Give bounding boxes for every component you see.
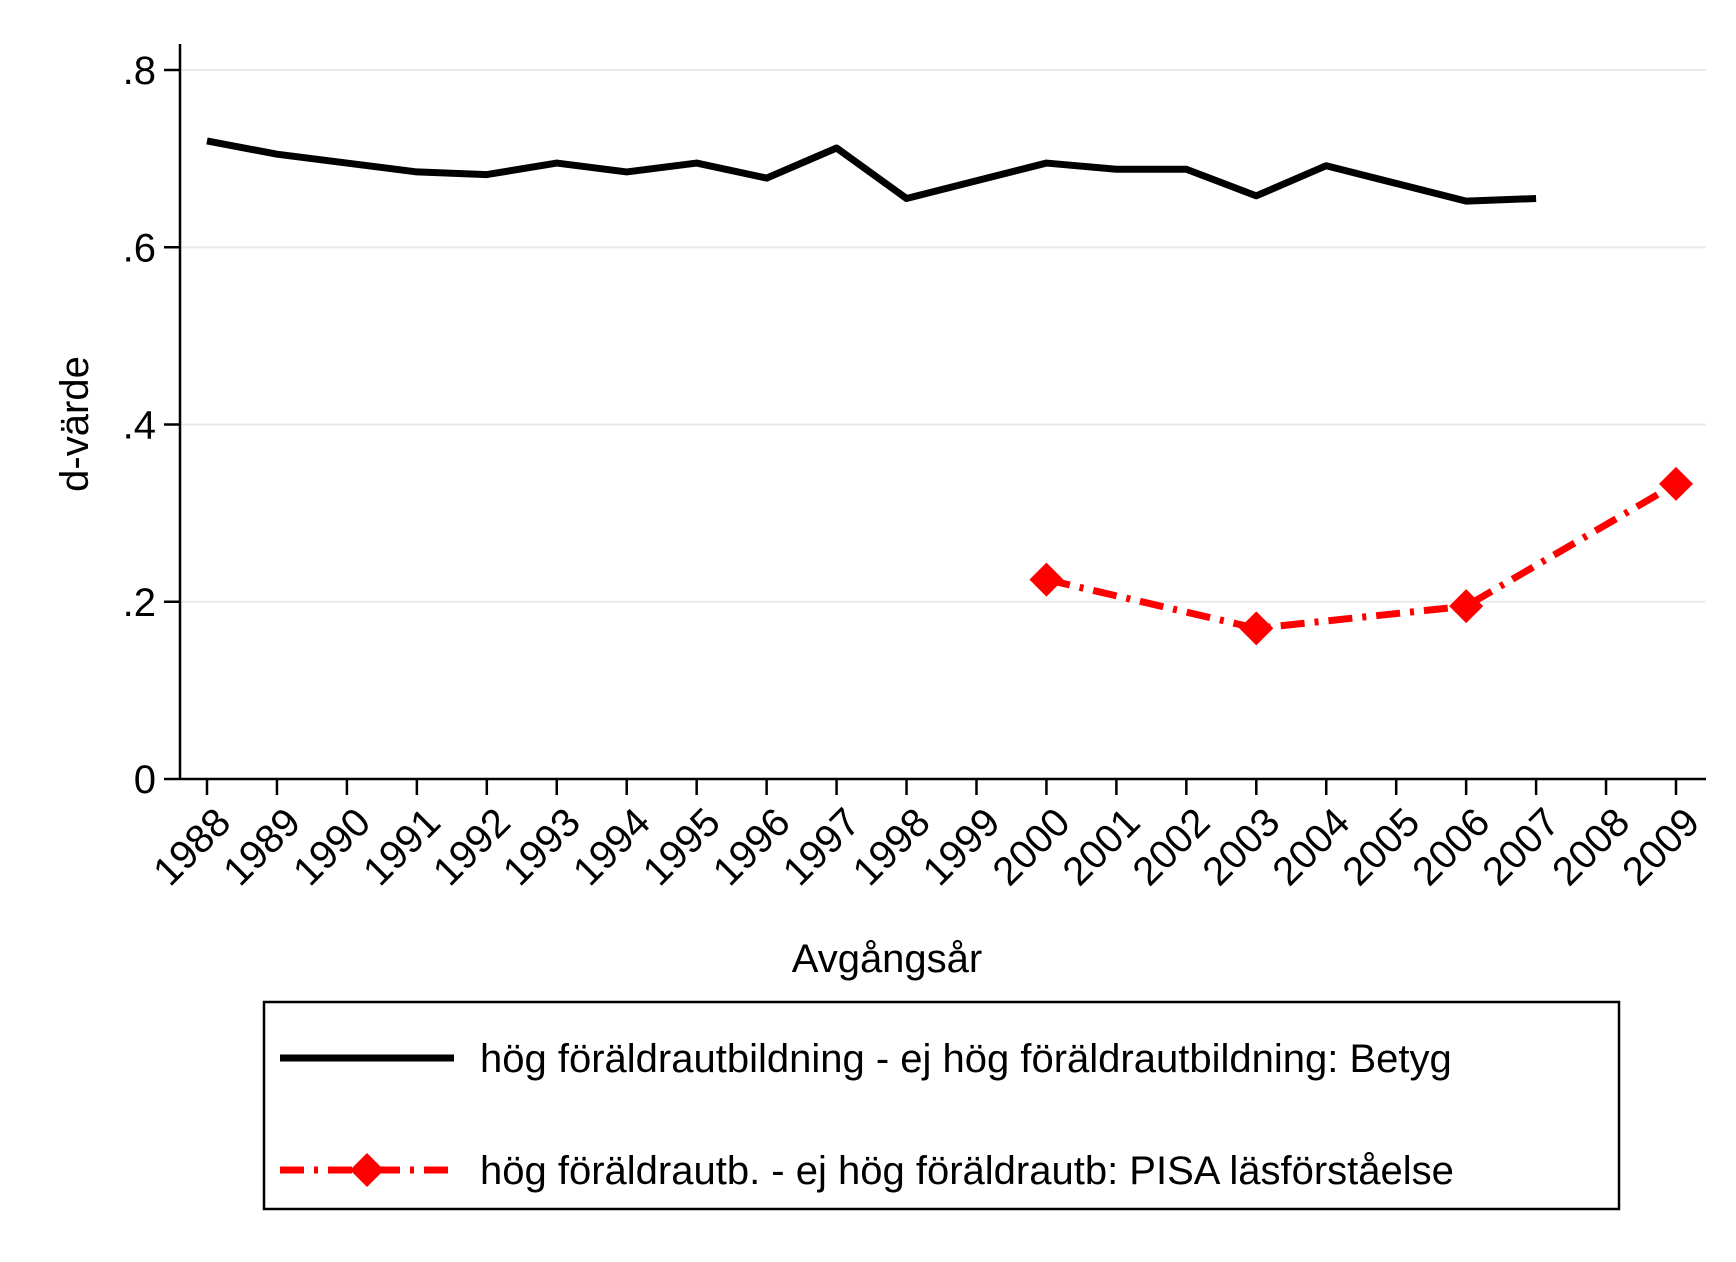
data-point bbox=[1029, 562, 1064, 597]
y-tick-label: .2 bbox=[123, 581, 156, 625]
x-tick-label: 1997 bbox=[775, 800, 869, 894]
x-tick-label: 1995 bbox=[635, 800, 729, 894]
data-point bbox=[1239, 611, 1274, 646]
legend-marker bbox=[350, 1153, 384, 1187]
x-tick-label: 1991 bbox=[355, 800, 449, 894]
x-tick-label: 2001 bbox=[1055, 800, 1149, 894]
legend: hög föräldrautbildning - ej hög föräldra… bbox=[262, 1000, 1621, 1211]
x-tick-label: 2000 bbox=[985, 800, 1079, 894]
x-tick-label: 1990 bbox=[285, 800, 379, 894]
series-2 bbox=[1029, 466, 1693, 646]
series-line bbox=[1045, 480, 1678, 632]
x-tick-label: 1992 bbox=[425, 800, 519, 894]
x-tick-label: 1999 bbox=[915, 800, 1009, 894]
x-tick-label: 2002 bbox=[1124, 800, 1218, 894]
x-tick-label: 2007 bbox=[1474, 800, 1568, 894]
y-tick-label: .4 bbox=[123, 404, 156, 448]
legend-box bbox=[262, 1000, 1621, 1211]
legend-item: hög föräldrautb. - ej hög föräldrautb: P… bbox=[280, 1149, 1454, 1193]
series-1 bbox=[206, 137, 1537, 205]
axes: 0.2.4.6.81988198919901991199219931994199… bbox=[123, 44, 1708, 894]
x-tick-label: 2005 bbox=[1334, 800, 1428, 894]
x-tick-label: 1998 bbox=[845, 800, 939, 894]
x-tick-label: 1994 bbox=[565, 800, 659, 894]
series-line bbox=[206, 137, 1537, 205]
legend-label: hög föräldrautb. - ej hög föräldrautb: P… bbox=[480, 1149, 1454, 1193]
x-tick-label: 2003 bbox=[1194, 800, 1288, 894]
x-axis-title: Avgångsår bbox=[792, 937, 983, 981]
legend-item: hög föräldrautbildning - ej hög föräldra… bbox=[280, 1037, 1452, 1081]
y-tick-label: .8 bbox=[123, 49, 156, 93]
x-tick-label: 1996 bbox=[705, 800, 799, 894]
y-tick-label: 0 bbox=[134, 758, 156, 802]
x-tick-label: 2008 bbox=[1544, 800, 1638, 894]
x-tick-label: 2009 bbox=[1614, 800, 1708, 894]
y-axis-title: d-värde bbox=[53, 356, 97, 492]
series bbox=[206, 137, 1693, 646]
y-tick-label: .6 bbox=[123, 226, 156, 270]
gridlines bbox=[180, 69, 1706, 603]
x-tick-label: 1989 bbox=[215, 800, 309, 894]
data-point bbox=[1449, 589, 1484, 624]
x-tick-label: 2006 bbox=[1404, 800, 1498, 894]
x-tick-label: 1993 bbox=[495, 800, 589, 894]
data-point bbox=[1659, 466, 1693, 501]
legend-label: hög föräldrautbildning - ej hög föräldra… bbox=[480, 1037, 1452, 1081]
x-tick-label: 1988 bbox=[145, 800, 239, 894]
x-tick-label: 2004 bbox=[1264, 800, 1358, 894]
